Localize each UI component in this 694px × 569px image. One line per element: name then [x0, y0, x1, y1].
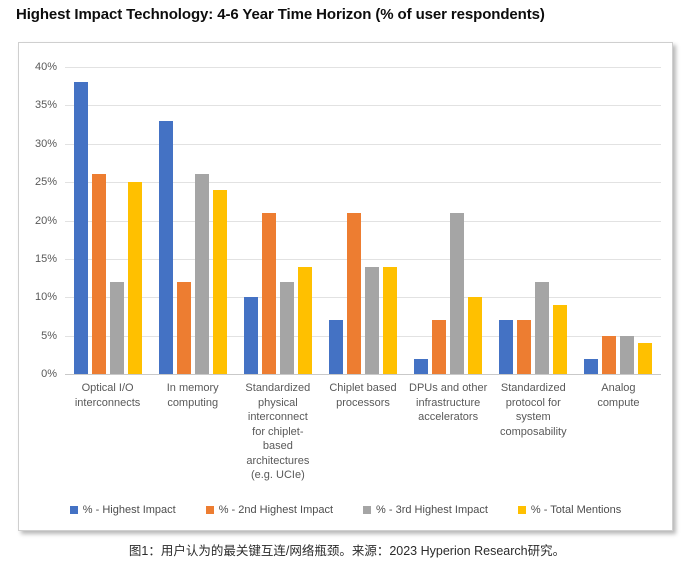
bar-2nd-highest-impact: [91, 174, 106, 374]
legend-label: % - 2nd Highest Impact: [218, 504, 334, 516]
legend-swatch-icon: [363, 506, 372, 514]
bar-highest-impact: [328, 320, 343, 374]
gridline: [65, 258, 661, 260]
bar-highest-impact: [499, 320, 514, 374]
bar-2nd-highest-impact: [261, 212, 276, 374]
bar-2nd-highest-impact: [517, 320, 532, 374]
y-axis-tick-label: 40%: [34, 61, 57, 73]
y-axis-tick-label: 20%: [34, 214, 57, 227]
plot-area: [65, 67, 661, 375]
legend-swatch-icon: [517, 506, 526, 514]
y-axis-tick-label: 25%: [34, 176, 57, 189]
gridline: [65, 105, 661, 107]
bar-group: [150, 67, 235, 374]
bar-highest-impact: [414, 358, 429, 374]
bar-group: [406, 67, 491, 374]
bar-group: [320, 67, 405, 374]
bar-3rd-highest-impact: [279, 281, 294, 374]
bar-2nd-highest-impact: [176, 281, 191, 374]
legend-item: % - Total Mentions: [517, 504, 622, 516]
bar-total-mentions: [297, 266, 312, 374]
y-axis-tick-label: 5%: [41, 329, 57, 342]
x-axis-category-label: Standardized protocol for system composabil…: [499, 382, 567, 438]
bar-3rd-highest-impact: [194, 174, 209, 374]
bar-2nd-highest-impact: [602, 335, 617, 374]
gridline: [65, 182, 661, 184]
gridline: [65, 143, 661, 145]
bar-total-mentions: [382, 266, 397, 374]
chart-panel: Optical I/O interconnects In memory computi…: [18, 42, 673, 531]
bar-highest-impact: [243, 297, 258, 374]
bar-highest-impact: [158, 120, 173, 374]
bar-total-mentions: [553, 304, 568, 374]
bar-group: [576, 67, 661, 374]
bar-2nd-highest-impact: [432, 320, 447, 374]
x-axis-category-label: DPUs and other infrastructure accelerators: [409, 382, 488, 423]
bar-total-mentions: [212, 189, 227, 374]
bar-3rd-highest-impact: [620, 335, 635, 374]
bar-highest-impact: [73, 82, 88, 374]
y-axis-tick-label: 0%: [41, 368, 57, 380]
chart-legend: % - Highest Impact % - 2nd Highest Impact…: [19, 504, 672, 516]
bar-group: [235, 67, 320, 374]
bar-group: [491, 67, 576, 374]
legend-swatch-icon: [205, 506, 214, 514]
bar-3rd-highest-impact: [450, 212, 465, 374]
bar-total-mentions: [468, 297, 483, 374]
legend-label: % - Total Mentions: [530, 504, 622, 516]
x-axis-category-label: Analog compute: [597, 382, 640, 409]
legend-label: % - 3rd Highest Impact: [376, 504, 488, 516]
legend-item: % - Highest Impact: [69, 504, 176, 516]
x-axis-category-label: Standardized physical interconnect for chip…: [245, 382, 311, 481]
bar-2nd-highest-impact: [346, 212, 361, 374]
x-axis-category-label: Optical I/O interconnects: [74, 382, 141, 409]
bar-3rd-highest-impact: [535, 281, 550, 374]
y-axis-tick-label: 10%: [34, 291, 57, 304]
figure-caption: 图1：用户认为的最关键互连/网络瓶颈。来源：2023 Hyperion Rese…: [128, 544, 566, 558]
bar-total-mentions: [127, 182, 142, 374]
legend-item: % - 2nd Highest Impact: [205, 504, 334, 516]
gridline: [65, 297, 661, 299]
x-axis-labels: Optical I/O interconnects In memory computi…: [65, 381, 661, 501]
legend-label: % - Highest Impact: [82, 504, 176, 516]
gridline: [65, 335, 661, 337]
bar-highest-impact: [584, 358, 599, 374]
y-axis-tick-label: 30%: [34, 137, 57, 150]
bar-total-mentions: [638, 343, 653, 374]
page-title: Highest Impact Technology: 4-6 Year Time…: [16, 6, 545, 23]
bar-3rd-highest-impact: [364, 266, 379, 374]
gridline: [65, 67, 661, 68]
legend-item: % - 3rd Highest Impact: [363, 504, 488, 516]
legend-swatch-icon: [69, 506, 78, 514]
y-axis-tick-label: 35%: [34, 99, 57, 112]
gridline: [65, 220, 661, 222]
x-axis-line: [65, 374, 661, 375]
bar-group: [65, 67, 150, 374]
x-axis-category-label: In memory computing: [166, 382, 219, 409]
y-axis-tick-label: 15%: [34, 252, 57, 265]
x-axis-category-label: Chiplet based processors: [329, 382, 397, 409]
bar-3rd-highest-impact: [109, 281, 124, 374]
